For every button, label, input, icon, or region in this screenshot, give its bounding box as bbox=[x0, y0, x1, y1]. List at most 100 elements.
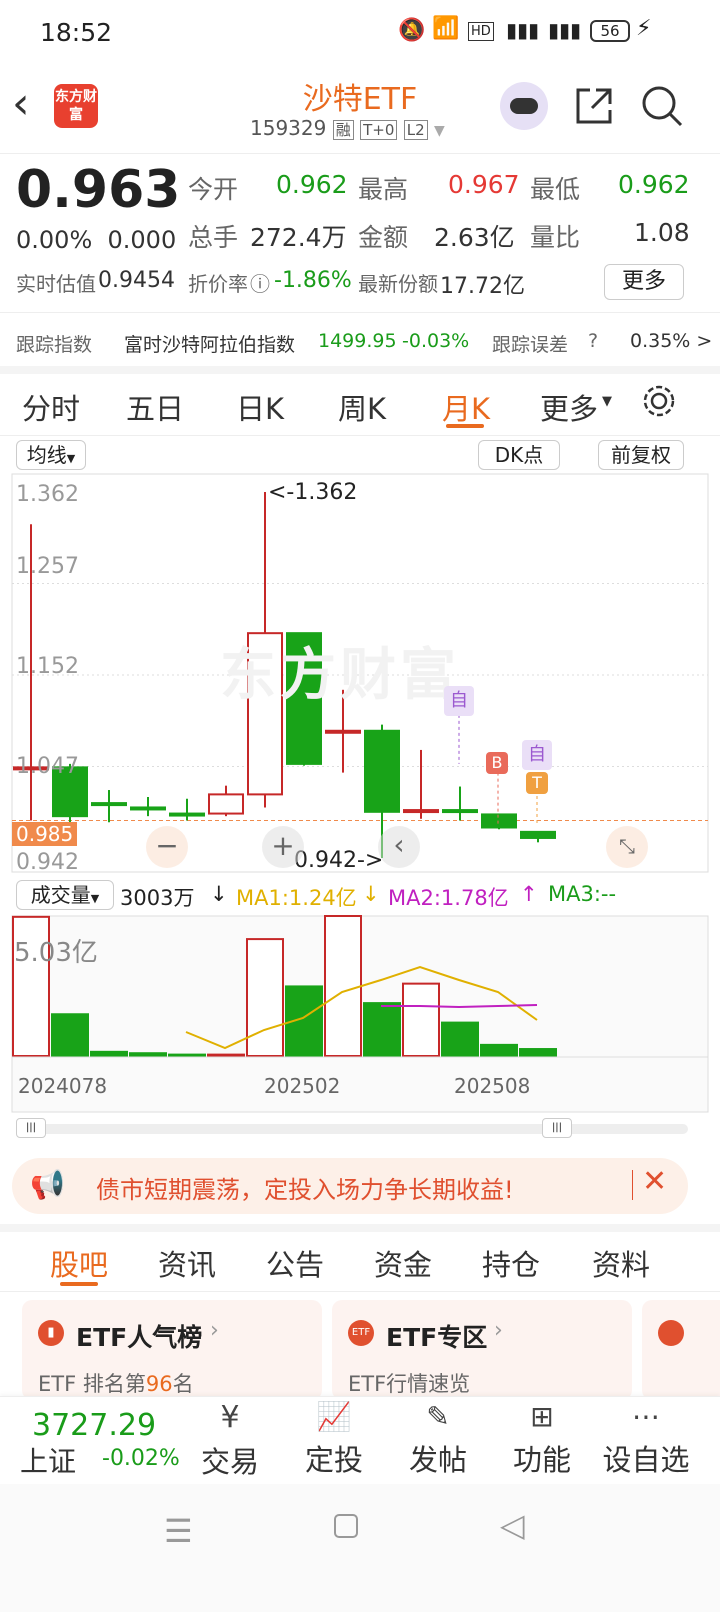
volume-select-label: 成交量 bbox=[30, 883, 91, 907]
range-handle-right[interactable]: ||| bbox=[542, 1118, 572, 1138]
etf-icon: ETF bbox=[348, 1320, 374, 1346]
index-name[interactable]: 上证 bbox=[20, 1445, 77, 1478]
tab-more[interactable]: 更多 bbox=[540, 392, 599, 426]
ma2-up-icon: ↑ bbox=[520, 882, 538, 906]
tab-holdings[interactable]: 持仓 bbox=[482, 1248, 541, 1282]
low-label: 最低 bbox=[530, 175, 581, 204]
y-tick-1: 1.362 bbox=[16, 482, 79, 507]
open-label: 今开 bbox=[188, 175, 239, 204]
candle-body bbox=[286, 632, 322, 765]
candle-body bbox=[442, 809, 478, 814]
back-nav-icon[interactable]: ◁ bbox=[500, 1506, 525, 1544]
vol-label: 总手 bbox=[188, 223, 239, 252]
signal-icon: ▮▮▮ bbox=[506, 18, 540, 42]
volume-bar bbox=[129, 1052, 167, 1058]
ma-select[interactable]: 均线▼ bbox=[16, 440, 86, 470]
nav-post[interactable]: ✎ 发帖 bbox=[388, 1400, 488, 1479]
share-icon[interactable] bbox=[574, 86, 614, 126]
caret-down-icon: ▼ bbox=[602, 394, 612, 409]
tab-daily-k[interactable]: 日K bbox=[236, 392, 285, 426]
nav-function[interactable]: ⊞ 功能 bbox=[492, 1400, 592, 1479]
tab-monthly-k[interactable]: 月K bbox=[442, 392, 491, 426]
card-icon bbox=[658, 1320, 684, 1346]
tab-intraday[interactable]: 分时 bbox=[22, 392, 81, 426]
err-label: 跟踪误差 bbox=[492, 334, 569, 356]
nav-watchlist[interactable]: ⋯ 设自选 bbox=[596, 1400, 696, 1479]
card-etf-rank[interactable]: ▮ ETF人气榜 › ETF 排名第96名 bbox=[22, 1300, 322, 1400]
wifi-icon: 📶 bbox=[432, 16, 460, 41]
range-slider-track[interactable] bbox=[16, 1124, 688, 1134]
zoom-in-button[interactable]: + bbox=[262, 826, 304, 868]
nav-invest-label: 定投 bbox=[304, 1443, 363, 1477]
t-marker[interactable]: T bbox=[526, 772, 548, 794]
info-icon[interactable]: ⓘ bbox=[250, 272, 270, 296]
yen-icon: ¥ bbox=[220, 1400, 240, 1435]
scroll-left-button[interactable]: ‹ bbox=[378, 826, 420, 868]
candle-body bbox=[364, 729, 400, 813]
tab-funds[interactable]: 资金 bbox=[374, 1248, 433, 1282]
dropdown-icon[interactable]: ▼ bbox=[434, 123, 445, 139]
fullscreen-icon[interactable]: ⤡ bbox=[606, 826, 648, 868]
card-sub-num: 96 bbox=[145, 1372, 173, 1396]
help-icon[interactable]: ? bbox=[588, 330, 599, 352]
ma1-line bbox=[185, 965, 538, 1050]
volume-bar bbox=[51, 1013, 89, 1057]
ratio-value: 1.08 bbox=[634, 218, 690, 247]
more-button[interactable]: 更多 bbox=[604, 264, 684, 300]
tab-weekly-k[interactable]: 周K bbox=[338, 392, 387, 426]
margin-badge: 融 bbox=[332, 120, 354, 140]
candle-body bbox=[520, 830, 556, 839]
candle-body bbox=[130, 806, 166, 811]
auto-marker-2[interactable]: 自 bbox=[522, 740, 552, 770]
menu-icon[interactable]: ☰ bbox=[164, 1512, 193, 1550]
auto-marker-1[interactable]: 自 bbox=[444, 686, 474, 716]
card-partial[interactable] bbox=[642, 1300, 720, 1400]
close-icon[interactable]: ✕ bbox=[642, 1164, 668, 1199]
dots-icon: ⋯ bbox=[632, 1400, 660, 1433]
system-nav: ☰ ◁ bbox=[0, 1484, 720, 1612]
volume-bar bbox=[480, 1043, 518, 1058]
range-handle-left[interactable]: ||| bbox=[16, 1118, 46, 1138]
track-name: 富时沙特阿拉伯指数 bbox=[124, 334, 296, 356]
card-title: ETF人气榜 bbox=[76, 1323, 203, 1352]
kline-chart[interactable] bbox=[0, 472, 720, 874]
zoom-out-button[interactable]: − bbox=[146, 826, 188, 868]
tab-profile[interactable]: 资料 bbox=[592, 1248, 651, 1282]
volume-chart[interactable] bbox=[0, 914, 720, 1114]
home-icon[interactable] bbox=[334, 1514, 358, 1538]
tab-guba[interactable]: 股吧 bbox=[50, 1248, 109, 1282]
volume-bar bbox=[90, 1050, 128, 1057]
y-tick-3: 1.152 bbox=[16, 654, 79, 679]
status-time: 18:52 bbox=[40, 18, 113, 47]
promo-banner[interactable]: 📢 债市短期震荡，定投入场力争长期收益! ✕ bbox=[12, 1158, 688, 1214]
volume-max-label: 5.03亿 bbox=[14, 938, 98, 968]
adjust-button[interactable]: 前复权 bbox=[598, 440, 684, 470]
buy-marker[interactable]: B bbox=[486, 752, 508, 774]
signal2-icon: ▮▮▮ bbox=[548, 18, 582, 42]
volume-bar bbox=[207, 1053, 245, 1058]
nav-invest[interactable]: 📈 定投 bbox=[284, 1400, 384, 1479]
tab-news[interactable]: 资讯 bbox=[158, 1248, 217, 1282]
charging-icon: ⚡ bbox=[636, 16, 652, 41]
candle-body bbox=[208, 793, 244, 815]
nav-trade[interactable]: ¥ 交易 bbox=[180, 1400, 280, 1481]
assistant-avatar[interactable] bbox=[500, 82, 548, 130]
amount-value: 2.63亿 bbox=[434, 223, 515, 252]
settings-icon[interactable] bbox=[640, 382, 678, 420]
dk-button[interactable]: DK点 bbox=[478, 440, 560, 470]
index-value[interactable]: 3727.29 bbox=[32, 1408, 157, 1443]
chevron-right-icon: › bbox=[494, 1318, 503, 1343]
search-icon[interactable] bbox=[640, 84, 684, 128]
tab-five-day[interactable]: 五日 bbox=[126, 392, 185, 426]
volume-bar bbox=[324, 915, 362, 1057]
candle-body bbox=[169, 812, 205, 817]
card-etf-zone[interactable]: ETF ETF专区 › ETF行情速览 bbox=[332, 1300, 632, 1400]
volume-bar bbox=[363, 1002, 401, 1057]
shares-label: 最新份额 bbox=[358, 272, 438, 296]
volume-value: 3003万 bbox=[120, 886, 195, 910]
tab-announce[interactable]: 公告 bbox=[266, 1248, 325, 1282]
premium-label: 折价率 bbox=[188, 272, 248, 296]
volume-select[interactable]: 成交量▼ bbox=[16, 880, 114, 910]
app-logo[interactable]: 东方财富 bbox=[54, 84, 98, 128]
back-icon[interactable]: ‹ bbox=[12, 78, 30, 129]
